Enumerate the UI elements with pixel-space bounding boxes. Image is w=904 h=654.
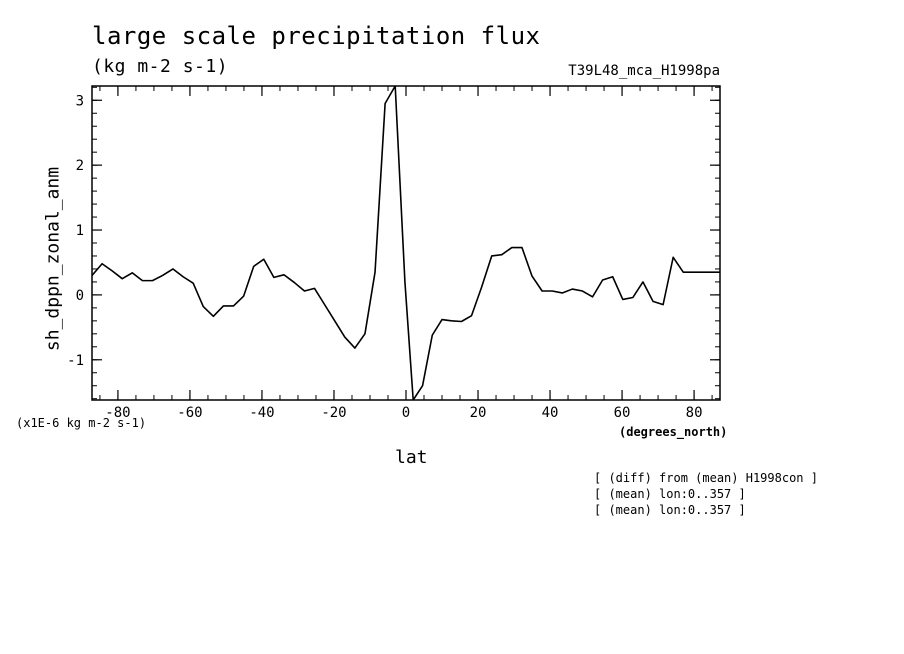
plot-frame (91, 85, 721, 401)
x-tick-label: -60 (177, 405, 202, 421)
y-tick-label: 3 (76, 93, 84, 109)
y-tick-label: 0 (76, 288, 84, 304)
chart-subtitle: (kg m-2 s-1) (92, 56, 229, 77)
y-tick-label: 1 (76, 223, 84, 239)
x-tick-label: -40 (249, 405, 274, 421)
note-line: [ (mean) lon:0..357 ] (594, 487, 746, 501)
x-tick-label: 40 (542, 405, 559, 421)
series-line (92, 86, 720, 400)
run-id-label: T39L48_mca_H1998pa (568, 63, 720, 79)
x-tick-label: 20 (470, 405, 487, 421)
x-unit-label: (degrees_north) (619, 425, 728, 439)
y-scale-label: (x1E-6 kg m-2 s-1) (16, 416, 147, 430)
x-tick-label: 0 (402, 405, 410, 421)
annotation-notes: [ (diff) from (mean) H1998con ] [ (mean)… (594, 470, 818, 518)
y-tick-label: -1 (67, 353, 84, 369)
y-tick-label: 2 (76, 158, 84, 174)
x-axis-label: lat (395, 447, 428, 468)
x-tick-label: 60 (614, 405, 631, 421)
x-tick-label: -80 (105, 405, 130, 421)
note-line: [ (mean) lon:0..357 ] (594, 503, 746, 517)
x-tick-label: 80 (686, 405, 703, 421)
x-tick-label: -20 (321, 405, 346, 421)
chart-title: large scale precipitation flux (92, 22, 541, 50)
note-line: [ (diff) from (mean) H1998con ] (594, 471, 818, 485)
